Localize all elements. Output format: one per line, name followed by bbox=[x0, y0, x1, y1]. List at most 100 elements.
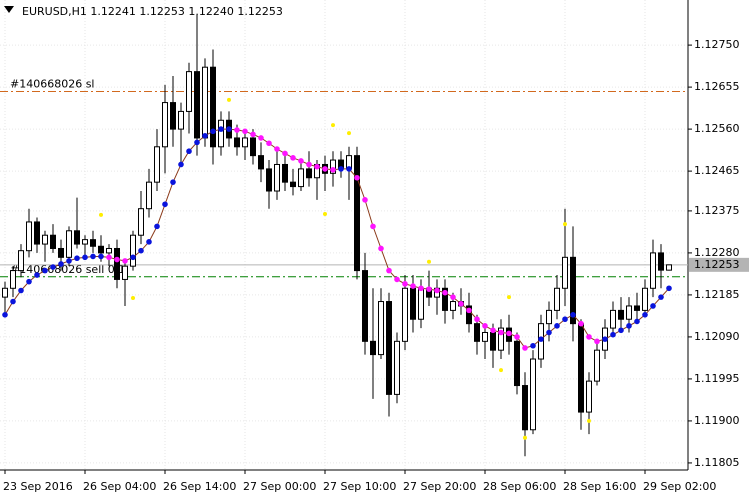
ma-dot bbox=[258, 135, 264, 141]
ma-dot bbox=[298, 158, 304, 164]
ma-dot bbox=[466, 307, 472, 314]
x-tick-label: 23 Sep 2016 bbox=[3, 480, 73, 493]
signal-dot bbox=[499, 368, 503, 373]
ma-dot bbox=[554, 323, 560, 329]
candle-body bbox=[242, 137, 248, 148]
ma-dot bbox=[450, 294, 456, 300]
signal-dot bbox=[427, 259, 431, 264]
candle-body bbox=[106, 247, 112, 254]
ma-dot bbox=[626, 323, 632, 329]
x-tick-label: 27 Sep 00:00 bbox=[243, 480, 316, 493]
candle-body bbox=[386, 301, 392, 395]
candle-body bbox=[218, 119, 224, 148]
candle-body bbox=[258, 155, 264, 170]
signal-dot bbox=[523, 435, 527, 440]
ma-dot bbox=[178, 161, 184, 168]
candle-body bbox=[586, 380, 592, 413]
ma-dot bbox=[618, 327, 624, 334]
candle-body bbox=[634, 305, 640, 311]
ma-dot bbox=[570, 312, 576, 318]
ma-dot bbox=[250, 131, 256, 138]
ma-dot bbox=[210, 128, 216, 135]
candle-body bbox=[410, 287, 416, 320]
signal-dot bbox=[323, 211, 327, 216]
ma-dot bbox=[242, 128, 248, 135]
ma-dot bbox=[98, 253, 104, 260]
candle-body bbox=[442, 287, 448, 311]
ma-dot bbox=[530, 342, 536, 349]
ma-dot bbox=[218, 126, 224, 132]
candle-body bbox=[482, 331, 488, 342]
ma-dot bbox=[154, 223, 160, 230]
ma-dot bbox=[482, 323, 488, 329]
ma-dot bbox=[282, 150, 288, 157]
ma-dot bbox=[162, 201, 168, 208]
ma-dot bbox=[378, 245, 384, 252]
level-label: #140668026 sl bbox=[10, 78, 95, 91]
candle-body bbox=[114, 247, 120, 280]
chart-title: EURUSD,H1 1.12241 1.12253 1.12240 1.1225… bbox=[22, 5, 283, 18]
candle-body bbox=[658, 252, 664, 271]
candle-body bbox=[498, 327, 504, 351]
ma-dot bbox=[642, 312, 648, 318]
signal-dot bbox=[507, 295, 511, 300]
x-tick-label: 29 Sep 02:00 bbox=[643, 480, 716, 493]
candle-body bbox=[626, 305, 632, 320]
ma-dot bbox=[138, 247, 144, 254]
candle-body bbox=[554, 287, 560, 311]
ma-dot bbox=[194, 139, 200, 146]
candle-body bbox=[90, 239, 96, 247]
y-tick-label: 1.12560 bbox=[694, 122, 740, 135]
candle-body bbox=[546, 309, 552, 325]
x-tick-label: 26 Sep 14:00 bbox=[163, 480, 236, 493]
candle-body bbox=[290, 181, 296, 188]
ma-dot bbox=[266, 140, 272, 147]
candle-body bbox=[594, 349, 600, 382]
ma-dot bbox=[386, 267, 392, 274]
y-tick-label: 1.12750 bbox=[694, 38, 740, 51]
ma-dot bbox=[90, 253, 96, 260]
candle-body bbox=[202, 66, 208, 139]
candle-body bbox=[10, 270, 16, 289]
ma-dot bbox=[34, 272, 40, 278]
x-tick-label: 28 Sep 16:00 bbox=[563, 480, 636, 493]
candle-body bbox=[266, 168, 272, 192]
ma-dot bbox=[354, 174, 360, 181]
ma-dot bbox=[666, 285, 672, 292]
bid-label: 1.12253 bbox=[694, 258, 740, 271]
candle-body bbox=[378, 301, 384, 356]
candle-body bbox=[618, 309, 624, 320]
signal-dot bbox=[347, 131, 351, 136]
candle-body bbox=[354, 155, 360, 272]
candle-body bbox=[466, 305, 472, 325]
candle-body bbox=[186, 71, 192, 112]
candle-body bbox=[402, 287, 408, 342]
y-tick-label: 1.12185 bbox=[694, 288, 740, 301]
candle-body bbox=[122, 265, 128, 280]
ma-dot bbox=[434, 287, 440, 294]
ma-dot bbox=[234, 127, 240, 133]
ma-dot bbox=[42, 267, 48, 274]
candle-body bbox=[178, 110, 184, 130]
candle-body bbox=[18, 250, 24, 272]
candle-body bbox=[82, 239, 88, 245]
candle-body bbox=[450, 301, 456, 311]
candle-body bbox=[194, 71, 200, 139]
ma-dot bbox=[658, 294, 664, 300]
candle-body bbox=[282, 163, 288, 183]
candle-body bbox=[578, 323, 584, 413]
signal-dot bbox=[131, 296, 135, 301]
candle-body bbox=[370, 340, 376, 356]
ma-dot bbox=[578, 320, 584, 327]
ma-dot bbox=[114, 256, 120, 263]
ma-dot bbox=[122, 258, 128, 264]
ma-dot bbox=[418, 285, 424, 292]
signal-dot bbox=[563, 222, 567, 227]
x-tick-label: 27 Sep 10:00 bbox=[323, 480, 396, 493]
ma-dot bbox=[106, 254, 112, 261]
ma-dot bbox=[226, 126, 232, 132]
candle-body bbox=[146, 181, 152, 210]
y-tick-label: 1.12465 bbox=[694, 164, 740, 177]
